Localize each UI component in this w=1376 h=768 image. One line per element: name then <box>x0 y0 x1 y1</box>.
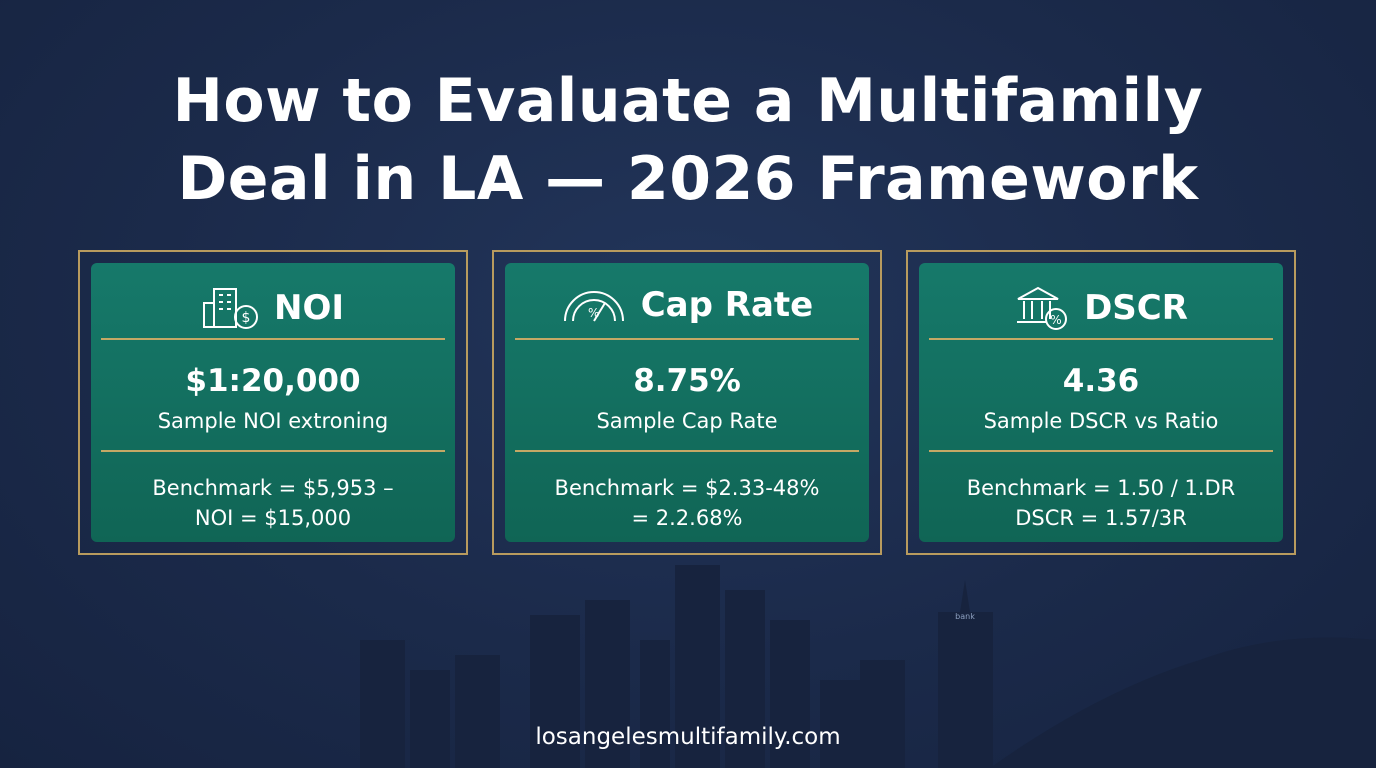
card-benchmark: Benchmark = $5,953 – NOI = $15,000 <box>91 473 455 533</box>
benchmark-line: Benchmark = 1.50 / 1.DR <box>966 476 1236 500</box>
card-benchmark: Benchmark = $2.33-48% = 2.2.68% <box>505 473 869 533</box>
card-value: 8.75% <box>633 363 741 399</box>
divider <box>101 338 445 340</box>
buildings <box>360 565 1376 768</box>
benchmark-line: Benchmark = $2.33-48% <box>554 476 820 500</box>
card-caption: Sample NOI extroning <box>157 409 389 433</box>
card-value: 4.36 <box>1062 363 1140 399</box>
footer-url: losangelesmultifamily.com <box>535 724 841 750</box>
card-body: % Cap Rate 8.75% Sample Cap Rate Benchma… <box>505 263 869 542</box>
card-heading: Cap Rate <box>640 285 814 325</box>
card-body: $ NOI $1:20,000 Sample NOI extroning Ben… <box>91 263 455 542</box>
icon: % <box>563 291 624 322</box>
card-value: $1:20,000 <box>185 363 361 399</box>
card: % DSCR 4.36 Sample DSCR vs Ratio Benchma… <box>906 250 1296 555</box>
divider <box>515 450 859 452</box>
benchmark-line: DSCR = 1.57/3R <box>1015 506 1187 530</box>
title-line: Deal in LA — 2026 Framework <box>177 144 1199 214</box>
icon: % <box>1017 286 1068 330</box>
benchmark-line: Benchmark = $5,953 – <box>152 476 394 500</box>
card-benchmark: Benchmark = 1.50 / 1.DR DSCR = 1.57/3R <box>919 473 1283 533</box>
title: How to Evaluate a Multifamily Deal in LA… <box>0 62 1376 218</box>
sign: bank <box>955 612 975 621</box>
svg-text:$: $ <box>242 310 251 326</box>
title-line: How to Evaluate a Multifamily <box>172 66 1204 136</box>
card-head: % Cap Rate <box>505 285 869 325</box>
divider <box>515 338 859 340</box>
card-head: % DSCR <box>919 285 1283 331</box>
card-heading: DSCR <box>1084 288 1188 328</box>
divider <box>101 450 445 452</box>
icon: $ <box>202 288 258 329</box>
svg-text:%: % <box>588 306 599 320</box>
divider <box>929 338 1273 340</box>
card-caption: Sample DSCR vs Ratio <box>983 409 1219 433</box>
benchmark-line: NOI = $15,000 <box>194 506 352 530</box>
card-caption: Sample Cap Rate <box>596 409 778 433</box>
svg-text:%: % <box>1050 313 1061 327</box>
benchmark-line: = 2.2.68% <box>631 506 743 530</box>
card: $ NOI $1:20,000 Sample NOI extroning Ben… <box>78 250 468 555</box>
card-body: % DSCR 4.36 Sample DSCR vs Ratio Benchma… <box>919 263 1283 542</box>
divider <box>929 450 1273 452</box>
card: % Cap Rate 8.75% Sample Cap Rate Benchma… <box>492 250 882 555</box>
card-head: $ NOI <box>91 285 455 331</box>
card-heading: NOI <box>273 288 344 328</box>
